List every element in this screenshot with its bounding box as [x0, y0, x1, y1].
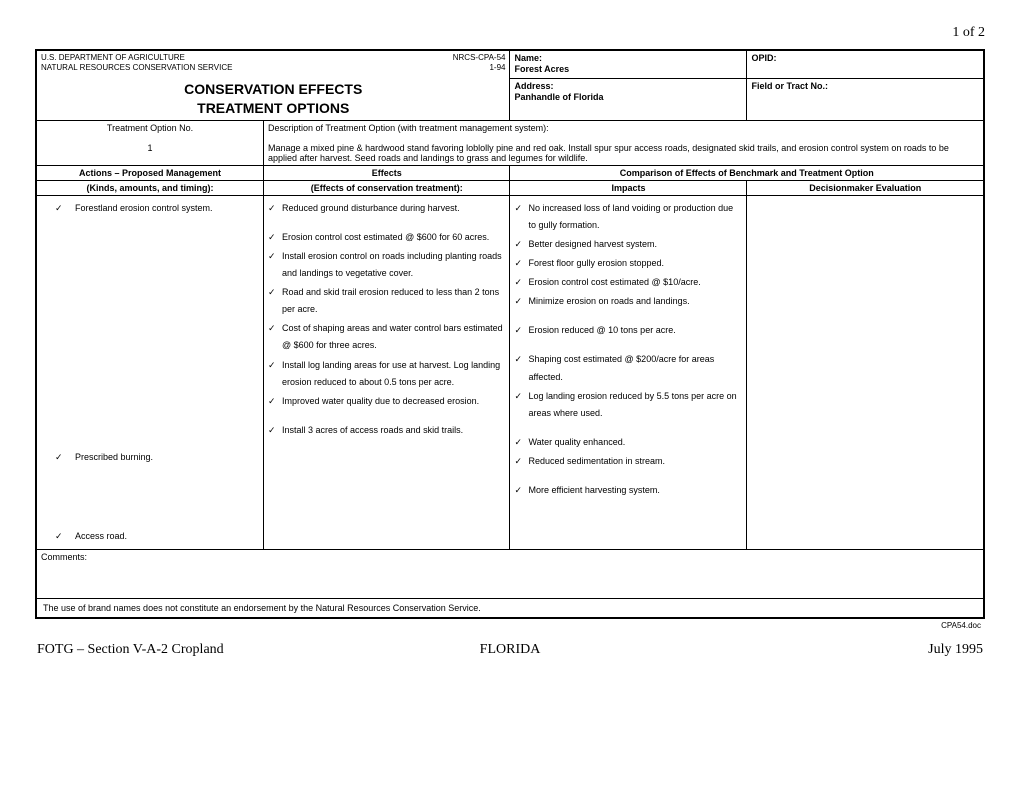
- effect-item: Improved water quality due to decreased …: [268, 393, 505, 410]
- effect-item: Road and skid trail erosion reduced to l…: [268, 284, 505, 318]
- action-item: Access road.: [41, 528, 259, 545]
- impact-item: Forest floor gully erosion stopped.: [514, 255, 742, 272]
- option-desc-value: Manage a mixed pine & hardwood stand fav…: [268, 143, 979, 163]
- field-tract-label: Field or Tract No.:: [751, 81, 828, 91]
- impacts-list: No increased loss of land voiding or pro…: [514, 200, 742, 499]
- effect-item: Reduced ground disturbance during harves…: [268, 200, 505, 217]
- name-value: Forest Acres: [514, 64, 569, 74]
- title-line2: TREATMENT OPTIONS: [197, 100, 349, 116]
- name-label: Name:: [514, 53, 542, 63]
- option-no-value: 1: [41, 143, 259, 153]
- effect-item: Erosion control cost estimated @ $600 fo…: [268, 229, 505, 246]
- effect-item: Install log landing areas for use at har…: [268, 357, 505, 391]
- col-effects-h2: (Effects of conservation treatment):: [264, 180, 510, 195]
- col-actions-h1: Actions – Proposed Management: [36, 165, 264, 180]
- impact-item: Water quality enhanced.: [514, 434, 742, 451]
- impact-item: Erosion reduced @ 10 tons per acre.: [514, 322, 742, 339]
- dept-line: U.S. DEPARTMENT OF AGRICULTURE: [41, 53, 185, 62]
- impact-item: Better designed harvest system.: [514, 236, 742, 253]
- form-code: NRCS-CPA-54: [453, 53, 506, 62]
- col-impacts-h: Impacts: [510, 180, 747, 195]
- page-number: 1 of 2: [35, 25, 985, 41]
- action-item: Forestland erosion control system.: [41, 200, 259, 217]
- actions-list: Forestland erosion control system. Presc…: [41, 200, 259, 545]
- impact-item: Erosion control cost estimated @ $10/acr…: [514, 274, 742, 291]
- disclaimer-text: The use of brand names does not constitu…: [43, 603, 481, 613]
- impact-item: Minimize erosion on roads and landings.: [514, 293, 742, 310]
- address-label: Address:: [514, 81, 553, 91]
- option-desc-label: Description of Treatment Option (with tr…: [268, 123, 979, 133]
- footer-left: FOTG – Section V-A-2 Cropland: [37, 642, 348, 658]
- impact-item: No increased loss of land voiding or pro…: [514, 200, 742, 234]
- effect-item: Cost of shaping areas and water control …: [268, 320, 505, 354]
- address-value: Panhandle of Florida: [514, 92, 603, 102]
- footer-center: FLORIDA: [350, 642, 670, 658]
- col-actions-h2: (Kinds, amounts, and timing):: [36, 180, 264, 195]
- title-line1: CONSERVATION EFFECTS: [184, 81, 362, 97]
- col-effects-h1: Effects: [264, 165, 510, 180]
- impact-item: Shaping cost estimated @ $200/acre for a…: [514, 351, 742, 385]
- effect-item: Install 3 acres of access roads and skid…: [268, 422, 505, 439]
- doc-filename: CPA54.doc: [35, 619, 985, 630]
- col-compare-h1: Comparison of Effects of Benchmark and T…: [510, 165, 984, 180]
- comments-label: Comments:: [41, 552, 87, 562]
- form-table: NRCS-CPA-54 1-94 U.S. DEPARTMENT OF AGRI…: [35, 49, 985, 619]
- footer-right: July 1995: [672, 642, 983, 658]
- opid-label: OPID:: [751, 53, 776, 63]
- effect-item: Install erosion control on roads includi…: [268, 248, 505, 282]
- action-item: Prescribed burning.: [41, 449, 259, 466]
- impact-item: Reduced sedimentation in stream.: [514, 453, 742, 470]
- effects-list: Reduced ground disturbance during harves…: [268, 200, 505, 439]
- decision-cell: [747, 195, 984, 549]
- option-no-label: Treatment Option No.: [41, 123, 259, 133]
- service-line: NATURAL RESOURCES CONSERVATION SERVICE: [41, 63, 232, 72]
- impact-item: More efficient harvesting system.: [514, 482, 742, 499]
- form-date: 1-94: [489, 63, 505, 72]
- col-decision-h: Decisionmaker Evaluation: [747, 180, 984, 195]
- impact-item: Log landing erosion reduced by 5.5 tons …: [514, 388, 742, 422]
- page-footer: FOTG – Section V-A-2 Cropland FLORIDA Ju…: [35, 640, 985, 660]
